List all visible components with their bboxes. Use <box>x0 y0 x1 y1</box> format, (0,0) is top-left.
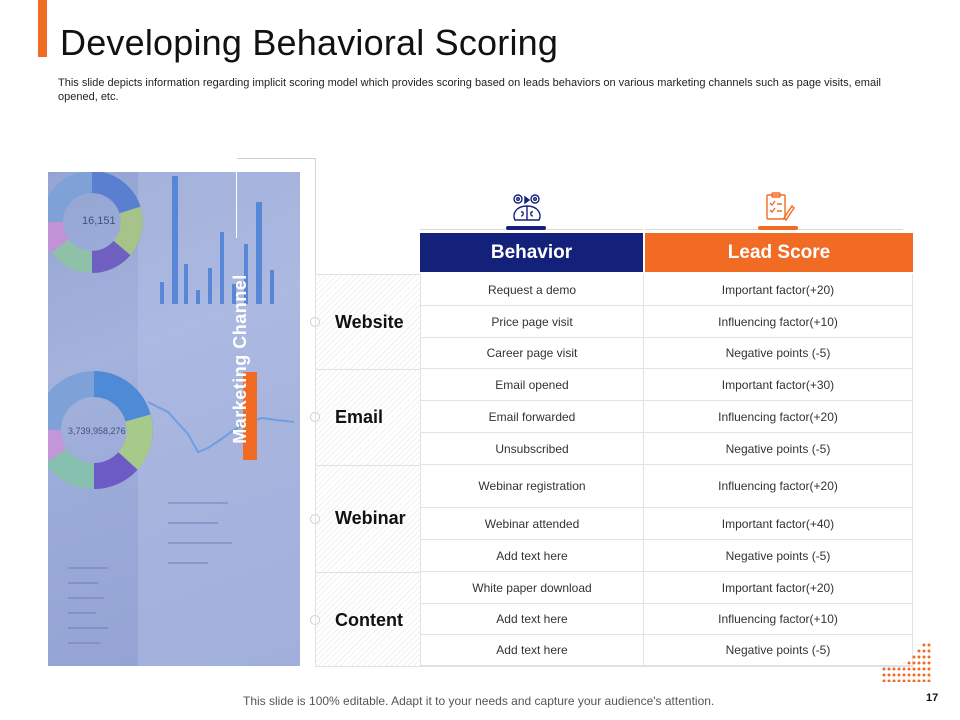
score-icon-underline <box>758 226 798 230</box>
score-cell: Negative points (-5) <box>644 635 913 665</box>
behavior-cell: Email opened <box>420 369 644 400</box>
behavior-cell: Request a demo <box>420 274 644 305</box>
channel-name: Email <box>335 407 384 427</box>
table-row: Webinar registration Influencing factor(… <box>420 465 913 508</box>
channel-name: Content <box>335 610 403 630</box>
score-cell: Influencing factor(+20) <box>644 401 913 432</box>
table-left-border <box>315 274 316 666</box>
dashboard-photo: 16,151 3,739,958,276 <box>48 172 300 666</box>
footer-note: This slide is 100% editable. Adapt it to… <box>243 694 715 708</box>
page-subtitle: This slide depicts information regarding… <box>58 77 881 103</box>
table-row: Add text here Negative points (-5) <box>420 635 913 666</box>
behavior-cell: Price page visit <box>420 306 644 337</box>
title-accent-bar <box>38 0 47 57</box>
table-row: Request a demo Important factor(+20) <box>420 274 913 306</box>
behavior-cell: Add text here <box>420 540 644 571</box>
lead-score-header: Lead Score <box>645 233 913 272</box>
brain-gears-icon <box>510 192 544 222</box>
score-cell: Influencing factor(+20) <box>644 465 913 507</box>
label-connector-top <box>236 158 316 159</box>
table-row: Add text here Influencing factor(+10) <box>420 604 913 635</box>
photo-figure-1: 16,151 <box>82 215 116 227</box>
table-row: Career page visit Negative points (-5) <box>420 338 913 369</box>
label-accent <box>243 372 257 460</box>
score-cell: Important factor(+40) <box>644 508 913 539</box>
table-bottom-border <box>315 666 913 667</box>
score-cell: Important factor(+30) <box>644 369 913 400</box>
score-cell: Negative points (-5) <box>644 338 913 368</box>
channel-name: Website <box>335 312 404 332</box>
behavior-cell: Webinar attended <box>420 508 644 539</box>
page-number: 17 <box>926 692 939 704</box>
marketing-channel-label: Marketing Channel <box>230 274 250 444</box>
label-connector-right <box>315 158 316 274</box>
page-title: Developing Behavioral Scoring <box>60 22 559 63</box>
score-cell: Important factor(+20) <box>644 274 913 305</box>
score-cell: Influencing factor(+10) <box>644 306 913 337</box>
channel-content: Content <box>310 572 420 666</box>
channel-webinar: Webinar <box>310 465 420 572</box>
behavior-cell: Career page visit <box>420 338 644 368</box>
behavior-cell: Unsubscribed <box>420 433 644 464</box>
behavior-cell: Add text here <box>420 635 644 665</box>
table-row: Webinar attended Important factor(+40) <box>420 508 913 540</box>
table-row: Price page visit Influencing factor(+10) <box>420 306 913 338</box>
behavior-icon-underline <box>506 226 546 230</box>
channel-website: Website <box>310 274 420 369</box>
score-cell: Negative points (-5) <box>644 540 913 571</box>
score-cell: Negative points (-5) <box>644 433 913 464</box>
behavior-cell: Webinar registration <box>420 465 644 507</box>
table-row: White paper download Important factor(+2… <box>420 572 913 604</box>
channel-name: Webinar <box>335 508 406 528</box>
table-row: Email opened Important factor(+30) <box>420 369 913 401</box>
behavior-cell: White paper download <box>420 572 644 603</box>
score-cell: Important factor(+20) <box>644 572 913 603</box>
score-cell: Influencing factor(+10) <box>644 604 913 634</box>
table-row: Email forwarded Influencing factor(+20) <box>420 401 913 433</box>
checklist-icon <box>762 192 796 222</box>
channel-email: Email <box>310 369 420 465</box>
dot-grid-decoration <box>882 643 931 682</box>
table-row: Add text here Negative points (-5) <box>420 540 913 572</box>
photo-figure-2: 3,739,958,276 <box>68 426 126 436</box>
behavior-cell: Add text here <box>420 604 644 634</box>
label-connector-left <box>236 158 237 238</box>
table-row: Unsubscribed Negative points (-5) <box>420 433 913 465</box>
behavior-header: Behavior <box>420 233 643 272</box>
behavior-cell: Email forwarded <box>420 401 644 432</box>
